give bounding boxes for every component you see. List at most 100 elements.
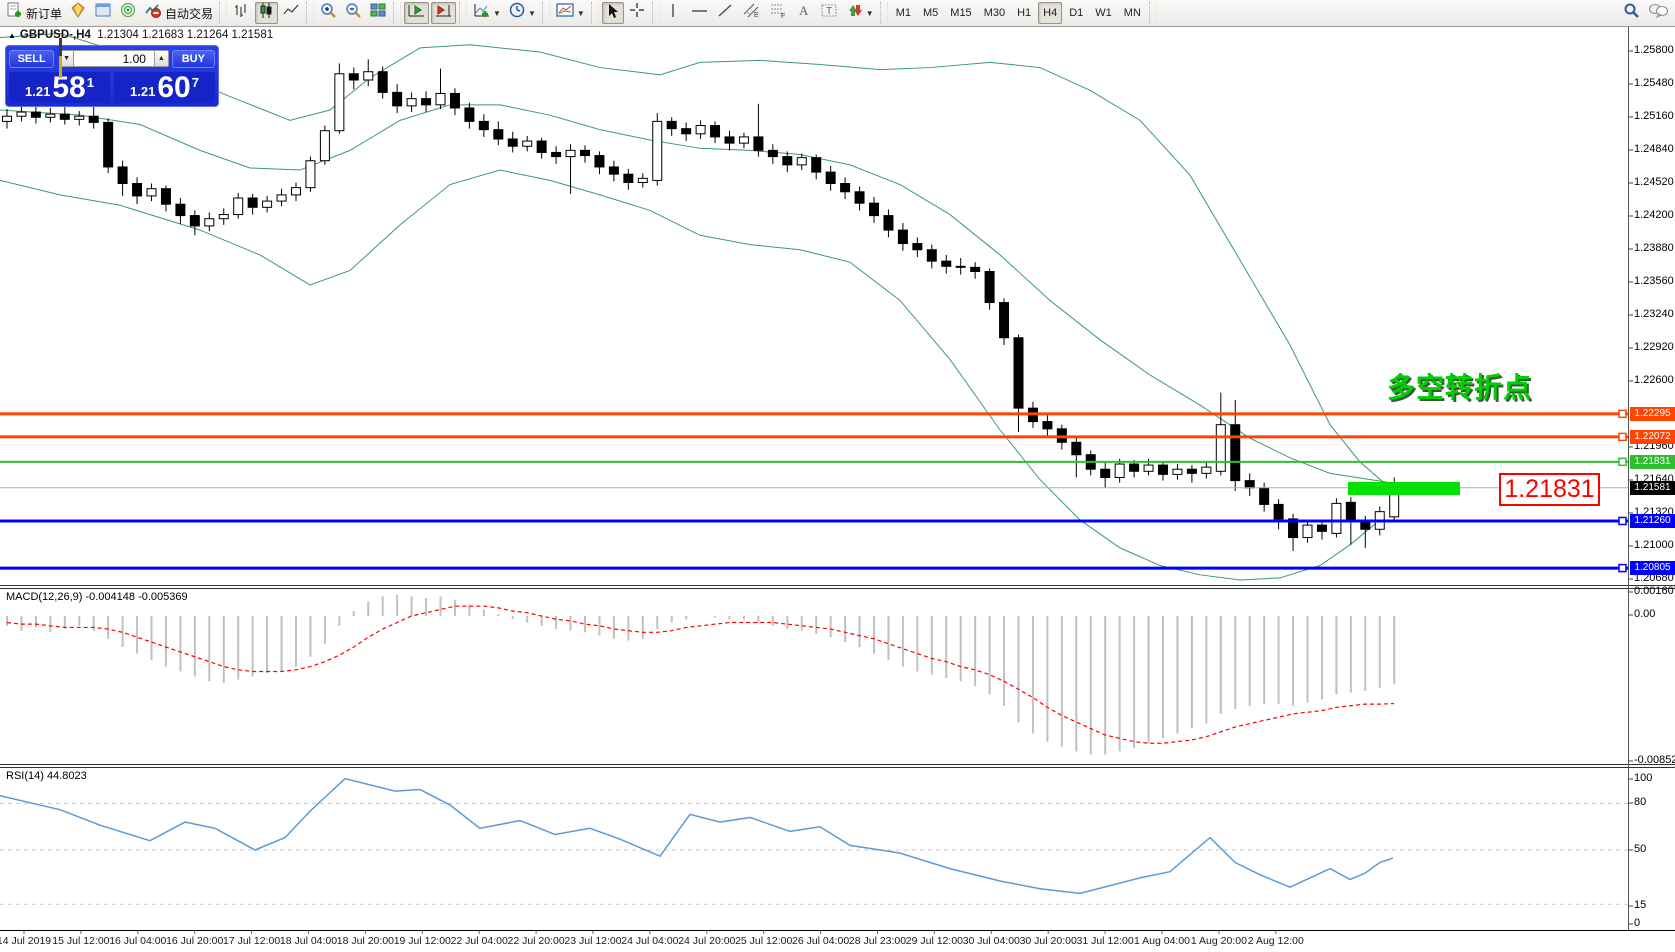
toolbar-separator [459, 2, 468, 24]
svg-text:T: T [826, 6, 832, 17]
time-axis-label: 22 Jul 20:00 [507, 935, 565, 947]
hline-price-tag: 1.22295 [1630, 406, 1675, 421]
time-axis-label: 29 Jul 12:00 [905, 935, 963, 947]
hline-price-tag: 1.21831 [1630, 454, 1675, 469]
chat-button[interactable] [1645, 2, 1672, 24]
zoom-out-icon [345, 2, 362, 24]
price-axis-label: 1.25800 [1634, 44, 1674, 56]
volume-input[interactable] [73, 50, 154, 67]
horizontal-line-icon [690, 2, 709, 24]
cursor-tool-button[interactable] [601, 2, 624, 24]
text-label-tool[interactable]: T [817, 2, 842, 24]
zoom-out-button[interactable] [342, 2, 365, 24]
templates-button[interactable]: ▼ [553, 2, 588, 24]
rsi-axis-label: 100 [1634, 772, 1653, 784]
search-button[interactable] [1620, 2, 1643, 24]
chart-shift-button[interactable] [431, 2, 457, 24]
timeframe-m1-button[interactable]: M1 [895, 7, 911, 19]
auto-scroll-button[interactable] [404, 2, 430, 24]
price-axis-label: 1.23880 [1634, 242, 1674, 254]
collapse-objects-icon[interactable]: ▲ [8, 31, 16, 40]
timeframe-h1-button[interactable]: H1 [1017, 7, 1032, 19]
time-axis-label: 30 Jul 04:00 [962, 935, 1020, 947]
macd-axis-label: 0.00 [1634, 608, 1656, 620]
styler-button[interactable] [67, 2, 90, 24]
toolbar-separator [306, 2, 315, 24]
price-axis-label: 1.24840 [1634, 143, 1674, 155]
timeframe-m15-button[interactable]: M15 [950, 7, 972, 19]
horizontal-line-tool[interactable] [687, 2, 712, 24]
timeframe-m30-button[interactable]: M30 [983, 7, 1006, 19]
search-icon [1623, 2, 1640, 24]
time-axis-label: 18 Jul 20:00 [336, 935, 394, 947]
terminal-button[interactable] [92, 2, 115, 24]
candlestick-chart-button[interactable] [255, 2, 279, 24]
sell-price-prefix: 1.21 [25, 84, 51, 99]
chevron-down-icon: ▼ [576, 8, 585, 18]
price-axis-label: 1.23560 [1634, 275, 1674, 287]
trendline-icon [717, 2, 734, 24]
indicators-button[interactable]: ▼ [470, 2, 504, 24]
chart-shift-icon [434, 2, 453, 24]
rsi-axis-label: 15 [1634, 899, 1647, 911]
chinese-annotation[interactable]: 多空转折点 [1387, 372, 1533, 403]
cursor-icon [605, 3, 620, 24]
toolbar-separator [1148, 2, 1157, 24]
time-axis-label: 28 Jul 23:00 [848, 935, 907, 947]
bar-chart-icon [233, 2, 250, 24]
autotrading-label: 自动交易 [165, 6, 214, 21]
price-axis-label: 1.25480 [1634, 77, 1674, 89]
line-chart-button[interactable] [280, 2, 303, 24]
periods-button[interactable]: ▼ [506, 2, 539, 24]
time-axis-label: 18 Jul 04:00 [279, 935, 338, 947]
arrows-icon [847, 2, 864, 24]
timeframe-w1-button[interactable]: W1 [1095, 7, 1112, 19]
bar-chart-button[interactable] [230, 2, 253, 24]
time-axis-label: 24 Jul 20:00 [678, 935, 736, 947]
trendline-tool[interactable] [714, 2, 737, 24]
tile-windows-icon [370, 2, 387, 24]
vertical-line-tool[interactable] [663, 2, 685, 24]
time-axis-label: 26 Jul 04:00 [791, 935, 850, 947]
sell-button[interactable]: SELL [9, 49, 55, 68]
price-axis-label: 1.24200 [1634, 209, 1674, 221]
time-axis-label: 15 Jul 12:00 [52, 935, 110, 947]
volume-increment-button[interactable]: ▲ [153, 50, 169, 67]
chart-title: ▲ GBPUSD-,H4 1.21304 1.21683 1.21264 1.21… [8, 29, 273, 41]
time-axis-label: 1 Aug 04:00 [1133, 935, 1191, 947]
buy-button[interactable]: BUY [171, 49, 215, 68]
equidistant-channel-tool[interactable]: E [739, 2, 764, 24]
signal-icon [120, 2, 137, 24]
sell-price-point: 1 [86, 75, 94, 90]
terminal-window-icon [95, 2, 112, 24]
arrows-tool[interactable]: ▼ [844, 2, 877, 24]
crosshair-icon [629, 2, 646, 24]
new-order-button[interactable]: 新订单 [3, 2, 65, 24]
price-callout-box[interactable]: 1.21831 [1499, 473, 1600, 506]
vertical-line-object[interactable] [59, 38, 62, 78]
price-axis-label: 1.25160 [1634, 110, 1674, 122]
text-tool[interactable]: A [793, 2, 815, 24]
autotrading-button[interactable]: 自动交易 [142, 2, 216, 24]
hline-price-tag: 1.20805 [1630, 561, 1675, 576]
buy-price-quote[interactable]: 1.21 60 7 [114, 72, 215, 103]
tile-windows-button[interactable] [367, 2, 390, 24]
timeframe-m5-button[interactable]: M5 [923, 7, 939, 19]
time-axis-label: 14 Jul 2019 [0, 935, 52, 947]
zoom-in-button[interactable] [317, 2, 340, 24]
macd-axis-label: -0.008522 [1634, 754, 1675, 766]
vertical-line-icon [667, 2, 680, 24]
fibonacci-tool[interactable]: F [766, 2, 791, 24]
timeframe-d1-button[interactable]: D1 [1069, 7, 1084, 19]
price-axis-label: 1.24520 [1634, 176, 1674, 188]
autotrading-icon [145, 2, 162, 24]
one-click-trading-panel: SELL ▼ ▲ BUY 1.21 58 1 1.21 60 7 [5, 45, 219, 107]
crosshair-tool-button[interactable] [626, 2, 649, 24]
timeframe-mn-button[interactable]: MN [1123, 7, 1141, 19]
timeframe-h4-button[interactable]: H4 [1038, 2, 1063, 24]
chart-area[interactable]: ▲ GBPUSD-,H4 1.21304 1.21683 1.21264 1.21… [0, 27, 1675, 952]
signals-button[interactable] [117, 2, 140, 24]
zoom-in-icon [320, 2, 337, 24]
time-axis-label: 25 Jul 12:00 [735, 935, 793, 947]
highlight-rectangle-object[interactable] [1348, 482, 1460, 495]
